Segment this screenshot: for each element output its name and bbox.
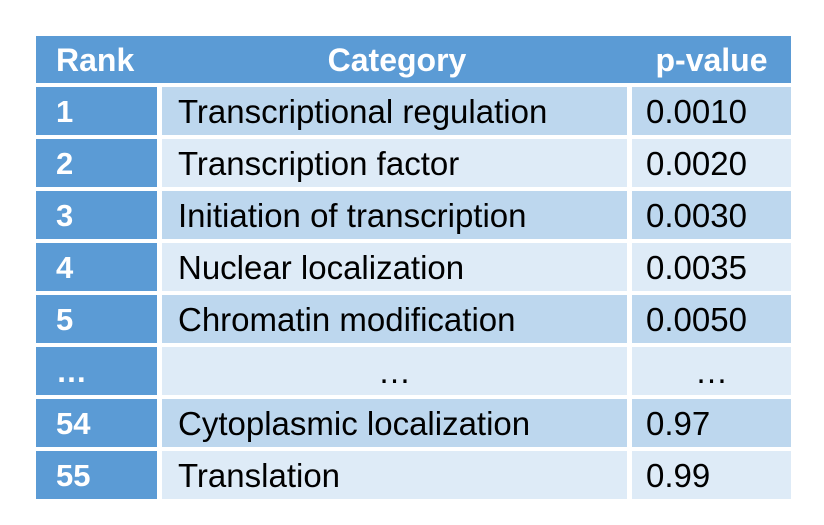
pvalue-cell-ellipsis: … [632, 347, 791, 395]
rank-cell: 5 [36, 295, 157, 343]
rank-cell: 54 [36, 399, 157, 447]
category-cell: Transcriptional regulation [162, 87, 627, 135]
pvalue-cell: 0.0030 [632, 191, 791, 239]
category-cell: Translation [162, 451, 627, 499]
pvalue-cell: 0.97 [632, 399, 791, 447]
category-cell: Transcription factor [162, 139, 627, 187]
category-cell: Chromatin modification [162, 295, 627, 343]
header-pvalue: p-value [655, 41, 768, 78]
rank-cell: 4 [36, 243, 157, 291]
rank-cell-ellipsis: … [36, 347, 157, 395]
pvalue-cell: 0.0010 [632, 87, 791, 135]
header-rank: Rank [56, 41, 135, 78]
rank-cell: 55 [36, 451, 157, 499]
enrichment-ranking-table: Rank Category p-value 1 Transcriptional … [36, 36, 791, 499]
category-cell: Nuclear localization [162, 243, 627, 291]
category-cell: Cytoplasmic localization [162, 399, 627, 447]
category-cell-ellipsis: … [162, 347, 627, 395]
rank-cell: 2 [36, 139, 157, 187]
rank-cell: 1 [36, 87, 157, 135]
pvalue-cell: 0.99 [632, 451, 791, 499]
table-header-row: Rank Category p-value [36, 36, 791, 83]
pvalue-cell: 0.0050 [632, 295, 791, 343]
pvalue-cell: 0.0020 [632, 139, 791, 187]
rank-cell: 3 [36, 191, 157, 239]
header-category: Category [327, 41, 467, 78]
pvalue-cell: 0.0035 [632, 243, 791, 291]
category-cell: Initiation of transcription [162, 191, 627, 239]
